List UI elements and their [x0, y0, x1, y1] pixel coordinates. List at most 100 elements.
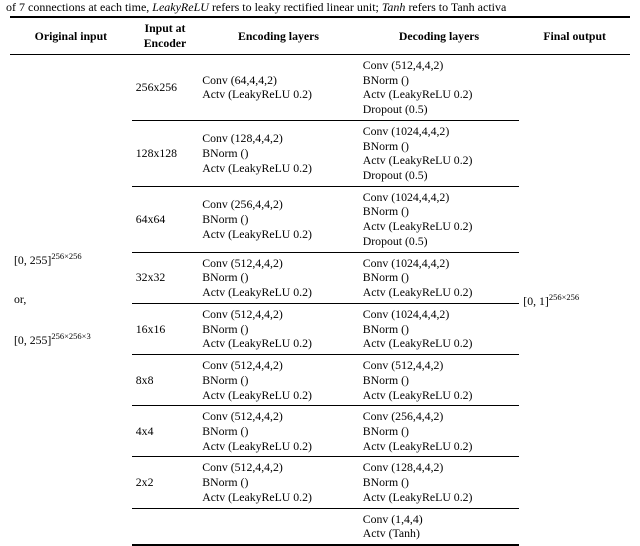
encoding-cell: Conv (128,4,4,2)BNorm ()Actv (LeakyReLU … — [198, 120, 359, 186]
decoding-cell-line: Conv (1,4,4) — [363, 512, 516, 527]
decoding-cell-line: Actv (LeakyReLU 0.2) — [363, 388, 516, 403]
orig-input-b: [0, 255]256×256×3 — [14, 329, 128, 351]
decoding-cell: Conv (1024,4,4,2)BNorm ()Actv (LeakyReLU… — [359, 303, 520, 354]
decoding-cell-line: BNorm () — [363, 204, 516, 219]
decoding-cell-line: BNorm () — [363, 373, 516, 388]
th-input-line1: Input at — [145, 21, 186, 35]
encoding-cell-line: Conv (512,4,4,2) — [202, 256, 355, 271]
encoding-cell-line: BNorm () — [202, 424, 355, 439]
input-size-cell: 256x256 — [132, 54, 198, 120]
decoding-cell-line: Conv (1024,4,4,2) — [363, 124, 516, 139]
caption-text-2: refers to leaky rectified linear unit; — [209, 0, 382, 14]
decoding-cell-line: Conv (512,4,4,2) — [363, 58, 516, 73]
encoding-cell-line: Actv (LeakyReLU 0.2) — [202, 388, 355, 403]
th-final-output: Final output — [519, 17, 630, 54]
decoding-cell-line: Dropout (0.5) — [363, 234, 516, 249]
encoding-cell-line: Actv (LeakyReLU 0.2) — [202, 161, 355, 176]
decoding-cell-line: BNorm () — [363, 424, 516, 439]
decoding-cell-line: Actv (LeakyReLU 0.2) — [363, 87, 516, 102]
encoding-cell: Conv (512,4,4,2)BNorm ()Actv (LeakyReLU … — [198, 457, 359, 508]
encoding-cell-line: Actv (LeakyReLU 0.2) — [202, 227, 355, 242]
encoding-cell-empty — [198, 508, 359, 545]
input-size-cell: 16x16 — [132, 303, 198, 354]
decoding-cell-line: Conv (1024,4,4,2) — [363, 256, 516, 271]
decoding-cell: Conv (1024,4,4,2)BNorm ()Actv (LeakyReLU… — [359, 252, 520, 303]
th-input-encoder: Input at Encoder — [132, 17, 198, 54]
decoding-cell-line: BNorm () — [363, 73, 516, 88]
encoding-cell: Conv (256,4,4,2)BNorm ()Actv (LeakyReLU … — [198, 186, 359, 252]
decoding-cell: Conv (1024,4,4,2)BNorm ()Actv (LeakyReLU… — [359, 120, 520, 186]
encoding-cell-line: Conv (512,4,4,2) — [202, 409, 355, 424]
decoding-cell-line: Conv (256,4,4,2) — [363, 409, 516, 424]
table-header-row: Original input Input at Encoder Encoding… — [10, 17, 630, 54]
input-size-cell: 32x32 — [132, 252, 198, 303]
encoding-cell-line: BNorm () — [202, 212, 355, 227]
encoding-cell-line: Actv (LeakyReLU 0.2) — [202, 336, 355, 351]
input-size-cell: 128x128 — [132, 120, 198, 186]
encoding-cell: Conv (512,4,4,2)BNorm ()Actv (LeakyReLU … — [198, 303, 359, 354]
caption-italic-1: LeakyReLU — [152, 0, 209, 14]
input-size-cell: 2x2 — [132, 457, 198, 508]
encoding-cell: Conv (64,4,4,2)Actv (LeakyReLU 0.2) — [198, 54, 359, 120]
encoding-cell-line: BNorm () — [202, 322, 355, 337]
original-input-cell: [0, 255]256×256 or, [0, 255]256×256×3 — [10, 54, 132, 545]
decoding-cell-line: Actv (LeakyReLU 0.2) — [363, 285, 516, 300]
decoding-cell-line: Conv (512,4,4,2) — [363, 358, 516, 373]
encoding-cell-line: BNorm () — [202, 373, 355, 388]
decoding-cell-line: Conv (128,4,4,2) — [363, 460, 516, 475]
encoding-cell-line: Conv (512,4,4,2) — [202, 307, 355, 322]
encoding-cell-line: Actv (LeakyReLU 0.2) — [202, 439, 355, 454]
decoding-cell-line: BNorm () — [363, 270, 516, 285]
architecture-table: Original input Input at Encoder Encoding… — [10, 16, 630, 546]
caption-fragment: of 7 connections at each time, LeakyReLU… — [6, 0, 634, 14]
encoding-cell: Conv (512,4,4,2)BNorm ()Actv (LeakyReLU … — [198, 252, 359, 303]
decoding-cell: Conv (128,4,4,2)BNorm ()Actv (LeakyReLU … — [359, 457, 520, 508]
caption-text-1: of 7 connections at each time, — [6, 0, 152, 14]
decoding-cell: Conv (512,4,4,2)BNorm ()Actv (LeakyReLU … — [359, 355, 520, 406]
decoding-cell: Conv (1,4,4)Actv (Tanh) — [359, 508, 520, 545]
caption-text-3: refers to Tanh activa — [405, 0, 506, 14]
decoding-cell-line: Actv (LeakyReLU 0.2) — [363, 490, 516, 505]
decoding-cell-line: Actv (Tanh) — [363, 526, 516, 541]
encoding-cell-line: BNorm () — [202, 270, 355, 285]
encoding-cell: Conv (512,4,4,2)BNorm ()Actv (LeakyReLU … — [198, 355, 359, 406]
encoding-cell-line: Conv (512,4,4,2) — [202, 358, 355, 373]
decoding-cell-line: Conv (1024,4,4,2) — [363, 190, 516, 205]
decoding-cell: Conv (256,4,4,2)BNorm ()Actv (LeakyReLU … — [359, 406, 520, 457]
encoding-cell-line: Actv (LeakyReLU 0.2) — [202, 87, 355, 102]
table-row: [0, 255]256×256or,[0, 255]256×256×3256x2… — [10, 54, 630, 120]
input-size-cell: 64x64 — [132, 186, 198, 252]
orig-input-or: or, — [14, 289, 128, 310]
orig-input-a: [0, 255]256×256 — [14, 249, 128, 271]
decoding-cell-line: Actv (LeakyReLU 0.2) — [363, 219, 516, 234]
encoding-cell-line: Actv (LeakyReLU 0.2) — [202, 490, 355, 505]
encoding-cell-line: Conv (512,4,4,2) — [202, 460, 355, 475]
decoding-cell: Conv (512,4,4,2)BNorm ()Actv (LeakyReLU … — [359, 54, 520, 120]
encoding-cell-line: Conv (256,4,4,2) — [202, 197, 355, 212]
encoding-cell-line: Conv (128,4,4,2) — [202, 131, 355, 146]
input-size-cell: 4x4 — [132, 406, 198, 457]
decoding-cell-line: BNorm () — [363, 322, 516, 337]
encoding-cell-line: BNorm () — [202, 475, 355, 490]
decoding-cell-line: Dropout (0.5) — [363, 168, 516, 183]
decoding-cell-line: Actv (LeakyReLU 0.2) — [363, 153, 516, 168]
caption-italic-2: Tanh — [382, 0, 406, 14]
decoding-cell-line: Actv (LeakyReLU 0.2) — [363, 439, 516, 454]
th-decoding-layers: Decoding layers — [359, 17, 520, 54]
input-size-cell-empty — [132, 508, 198, 545]
table-body: [0, 255]256×256 or, [0, 255]256×256×3 256x2… — [10, 54, 630, 545]
encoding-cell-line: Conv (64,4,4,2) — [202, 73, 355, 88]
input-size-cell: 8x8 — [132, 355, 198, 406]
th-input-line2: Encoder — [144, 36, 187, 50]
encoding-cell-line: Actv (LeakyReLU 0.2) — [202, 285, 355, 300]
final-output-value: [0, 1]256×256 — [523, 294, 579, 308]
encoding-cell-line: BNorm () — [202, 146, 355, 161]
decoding-cell-line: Conv (1024,4,4,2) — [363, 307, 516, 322]
final-output-cell: [0, 1]256×256 — [519, 54, 630, 545]
decoding-cell-line: BNorm () — [363, 139, 516, 154]
th-original-input: Original input — [10, 17, 132, 54]
decoding-cell: Conv (1024,4,4,2)BNorm ()Actv (LeakyReLU… — [359, 186, 520, 252]
decoding-cell-line: BNorm () — [363, 475, 516, 490]
encoding-cell: Conv (512,4,4,2)BNorm ()Actv (LeakyReLU … — [198, 406, 359, 457]
th-encoding-layers: Encoding layers — [198, 17, 359, 54]
